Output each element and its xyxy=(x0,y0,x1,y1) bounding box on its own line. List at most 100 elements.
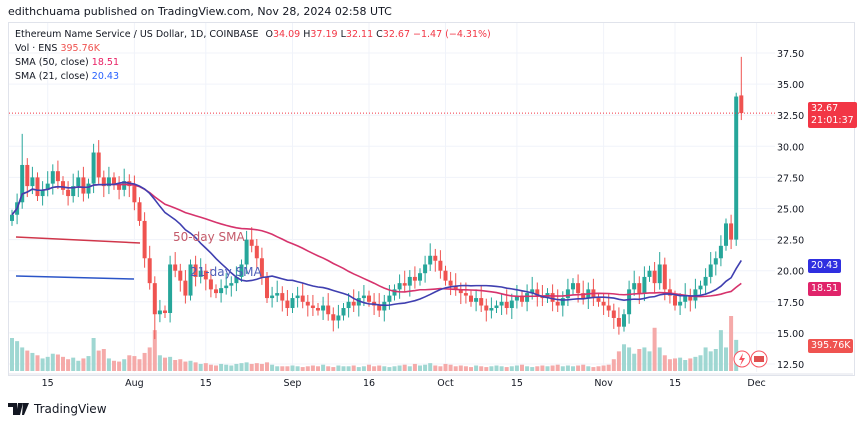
candle-body xyxy=(71,186,76,197)
tradingview-logo[interactable]: TradingView xyxy=(8,402,107,416)
volume-bar xyxy=(214,365,218,371)
volume-bar xyxy=(15,341,20,371)
candle-body xyxy=(734,96,739,240)
candle-body xyxy=(285,300,290,309)
volume-bar xyxy=(494,365,499,371)
volume-bar xyxy=(514,365,519,371)
candle-body xyxy=(622,314,626,327)
candle-body xyxy=(688,295,693,301)
volume-bar xyxy=(361,366,366,371)
candle-body xyxy=(193,264,198,277)
candle-body xyxy=(550,293,555,302)
volume-bar xyxy=(45,356,50,371)
volume-bar xyxy=(428,363,433,371)
candle-body xyxy=(474,298,479,302)
candle-body xyxy=(367,295,371,302)
last-price: 32.67 xyxy=(811,103,839,114)
candle-body xyxy=(581,293,586,299)
symbol-name[interactable]: Ethereum Name Service / US Dollar, 1D, C… xyxy=(15,29,259,40)
legend-volume-row[interactable]: Vol · ENS 395.76K xyxy=(15,42,491,56)
volume-bar xyxy=(474,365,479,371)
volume-bar xyxy=(729,316,734,371)
volume-bar xyxy=(407,366,412,371)
candle-body xyxy=(428,255,433,265)
candle-body xyxy=(316,308,320,311)
candle-body xyxy=(678,301,683,306)
candle-body xyxy=(361,295,366,299)
volume-bar xyxy=(157,355,162,371)
brand-name: TradingView xyxy=(34,402,107,416)
x-tick-label: Aug xyxy=(125,378,144,389)
y-tick-label: 37.50 xyxy=(777,49,804,60)
candle-body xyxy=(611,310,616,318)
candle-body xyxy=(739,95,744,114)
candle-body xyxy=(10,214,14,221)
volume-bar xyxy=(596,366,601,371)
candle-body xyxy=(448,280,453,286)
volume-bar xyxy=(657,347,662,371)
volume-bar xyxy=(229,365,234,371)
y-tick-label: 20.00 xyxy=(777,267,804,278)
x-tick-label: 15 xyxy=(200,378,212,389)
tradingview-logo-icon xyxy=(8,403,29,415)
candle-body xyxy=(40,189,45,197)
candle-body xyxy=(683,295,688,302)
volume-bar xyxy=(142,352,147,371)
candle-body xyxy=(183,280,188,296)
candle-body xyxy=(188,264,193,296)
volume-bar xyxy=(112,360,116,371)
candle-body xyxy=(91,152,96,184)
sma21-tag: 20.43 xyxy=(808,259,842,273)
x-tick-label: 15 xyxy=(669,378,681,389)
candle-body xyxy=(387,295,392,302)
close-label: C xyxy=(376,29,383,40)
candle-body xyxy=(458,289,463,294)
volume-bar xyxy=(377,365,382,371)
candle-body xyxy=(214,289,218,294)
candle-body xyxy=(397,283,402,290)
volume-bar xyxy=(40,358,45,371)
legend-symbol-row: Ethereum Name Service / US Dollar, 1D, C… xyxy=(15,28,491,42)
volume-bar xyxy=(678,357,683,371)
volume-bar xyxy=(693,356,698,371)
candle-body xyxy=(280,293,285,301)
volume-bar xyxy=(581,364,586,371)
volume-bar xyxy=(463,366,468,371)
volume-bar xyxy=(178,359,183,371)
candle-body xyxy=(351,301,356,306)
volume-bar xyxy=(193,362,198,371)
candle-body xyxy=(101,177,106,187)
volume-bar xyxy=(637,349,642,371)
volume-bar xyxy=(616,351,621,371)
volume-bar xyxy=(423,364,428,371)
candle-body xyxy=(198,270,203,277)
volume-bar xyxy=(469,367,473,371)
last-price-tag: 32.67 21:01:37 xyxy=(808,102,857,128)
volume-bar xyxy=(412,363,417,371)
candle-body xyxy=(341,308,346,316)
volume-bar xyxy=(367,364,371,371)
volume-bar xyxy=(683,360,688,371)
candle-body xyxy=(239,264,244,277)
sma50-line xyxy=(11,183,742,298)
candle-body xyxy=(698,285,703,290)
volume-bar xyxy=(499,366,504,371)
volume-bar xyxy=(122,359,127,371)
volume-bar xyxy=(295,366,300,371)
x-tick-label: Dec xyxy=(747,378,765,389)
drawn-red-line xyxy=(15,236,141,244)
volume-bar xyxy=(321,364,326,371)
volume-bar xyxy=(586,366,591,371)
candle-body xyxy=(132,186,137,203)
sma21-line xyxy=(11,181,742,307)
candle-body xyxy=(504,301,509,309)
legend-sma50-row[interactable]: SMA (50, close) 18.51 xyxy=(15,56,491,70)
volume-bar xyxy=(351,365,356,371)
candle-body xyxy=(157,310,162,315)
candle-body xyxy=(520,295,524,302)
legend-sma21-row[interactable]: SMA (21, close) 20.43 xyxy=(15,70,491,84)
candle-body xyxy=(652,270,657,284)
candle-body xyxy=(484,305,489,311)
y-tick-label: 30.00 xyxy=(777,142,804,153)
